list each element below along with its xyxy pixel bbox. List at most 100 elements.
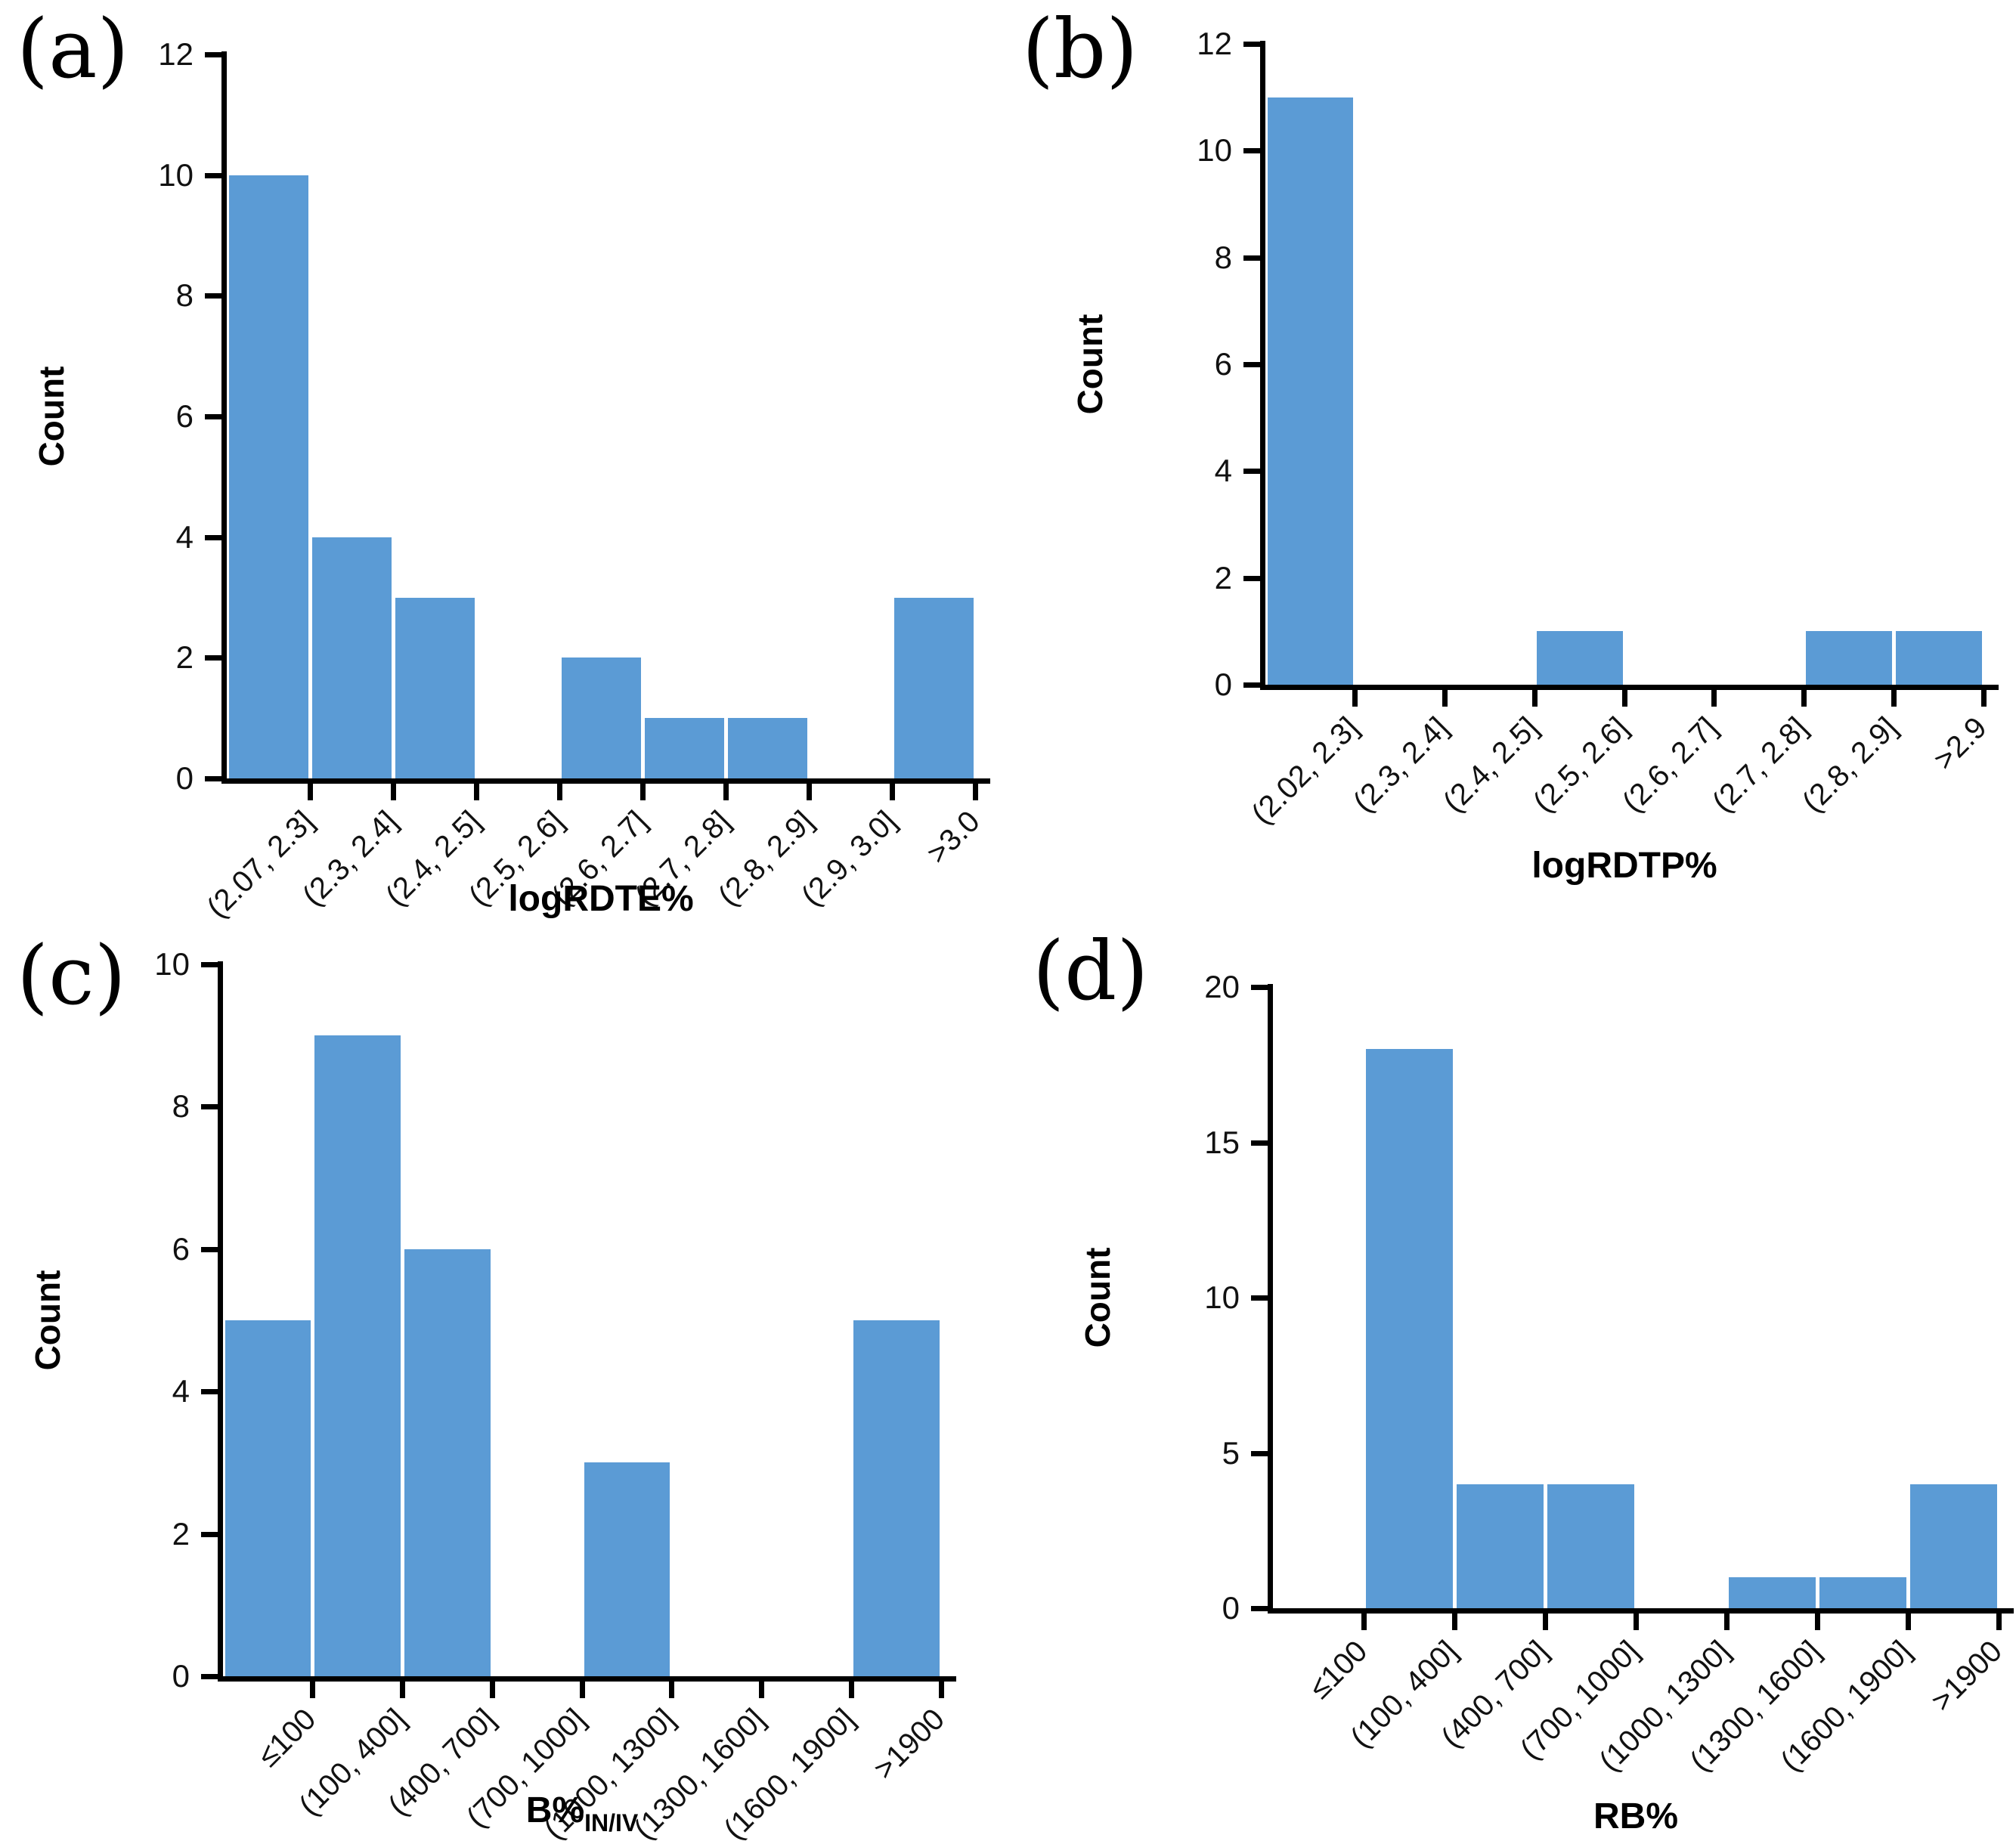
y-tick-label: 0 [1222, 1590, 1240, 1626]
y-tick-label: 2 [1214, 559, 1232, 596]
y-tick-label: 4 [172, 1373, 190, 1409]
x-tick-mark [1891, 690, 1897, 707]
bar-b-8 [1895, 631, 1982, 685]
x-tick-mark [1723, 1614, 1730, 1630]
panel-label-a: (a) [17, 2, 129, 97]
bar-a-6 [644, 718, 724, 778]
bar-d-6 [1728, 1576, 1816, 1608]
bar-d-3 [1456, 1484, 1544, 1608]
panel-a: (a) Count 0 2 4 6 8 10 12 (2.07, 2.3] (2.3, 2.4] (2… [0, 0, 1008, 924]
x-tick-mark [1352, 690, 1358, 707]
bar-d-8 [1909, 1484, 1997, 1608]
bar-b-1 [1267, 97, 1354, 685]
x-tick-mark [759, 1682, 764, 1698]
y-axis-line [1260, 41, 1265, 690]
bar-a-7 [727, 718, 807, 778]
y-tick-mark [1251, 985, 1268, 990]
x-tick-mark [1451, 1614, 1457, 1630]
y-tick-label: 8 [172, 1088, 190, 1125]
x-tick-mark [1633, 1614, 1639, 1630]
x-tick-mark [400, 1682, 405, 1698]
y-tick-label: 2 [172, 1515, 190, 1552]
bar-a-3 [395, 597, 475, 778]
x-tick-label: >1900 [1925, 1634, 2008, 1719]
x-tick-mark [390, 784, 396, 800]
x-tick-label: ≤100 [1302, 1634, 1373, 1706]
x-tick-label: >3.0 [920, 804, 986, 871]
y-tick-label: 4 [1214, 453, 1232, 489]
x-tick-mark [938, 1682, 944, 1698]
x-axis-title-subscript: IN/IV [584, 1809, 639, 1836]
x-axis-line [218, 1676, 956, 1682]
y-axis-title: Count [32, 366, 71, 467]
x-tick-label: >1900 [867, 1702, 952, 1787]
panel-c: (c) Count 0 2 4 6 8 10 ≤100 (100, 400] (400, 700](… [0, 921, 1008, 1841]
x-tick-mark [489, 1682, 495, 1698]
y-tick-label: 6 [1214, 346, 1232, 382]
y-tick-label: 15 [1204, 1124, 1240, 1160]
x-tick-label: (2.5, 2.6] [1526, 710, 1635, 819]
bar-a-5 [561, 658, 641, 778]
x-axis-title-c: B%IN/IV [526, 1790, 638, 1837]
y-tick-label: 5 [1222, 1434, 1240, 1471]
y-tick-mark [1251, 1295, 1268, 1301]
y-tick-label: 10 [1204, 1279, 1240, 1315]
bar-d-2 [1365, 1049, 1453, 1608]
y-tick-label: 10 [154, 946, 190, 982]
x-tick-mark [556, 784, 562, 800]
y-tick-mark [201, 1674, 218, 1679]
x-tick-mark [1996, 1614, 2002, 1630]
y-tick-mark [1251, 1606, 1268, 1611]
x-tick-mark [1711, 690, 1717, 707]
y-tick-mark [1243, 148, 1260, 154]
panel-d: (d) Count 0 5 10 15 20 ≤100 (100, 400] (400, 700]… [1008, 921, 2016, 1841]
x-tick-mark [1542, 1614, 1548, 1630]
x-axis-title-text: RB% [1593, 1796, 1679, 1836]
y-tick-mark [201, 1246, 218, 1252]
panel-label-c: (c) [17, 929, 126, 1023]
y-tick-mark [1251, 1140, 1268, 1146]
y-tick-mark [205, 534, 221, 540]
bar-d-4 [1547, 1484, 1634, 1608]
y-axis-title: Count [1078, 1247, 1117, 1348]
y-tick-label: 6 [175, 398, 194, 434]
bar-a-9 [893, 597, 974, 778]
y-axis-line [221, 51, 227, 784]
y-tick-label: 6 [172, 1230, 190, 1267]
x-tick-mark [639, 784, 646, 800]
x-axis-line [1268, 1608, 2014, 1614]
y-tick-label: 10 [1197, 132, 1232, 169]
x-tick-label: (2.3, 2.4] [1346, 710, 1455, 819]
panel-label-d: (d) [1033, 924, 1149, 1019]
y-tick-label: 8 [175, 277, 194, 314]
y-tick-mark [201, 1389, 218, 1395]
y-tick-mark [1243, 682, 1260, 688]
y-axis-line [218, 961, 223, 1682]
y-tick-mark [1243, 469, 1260, 475]
y-tick-label: 12 [158, 36, 194, 72]
y-tick-label: 8 [1214, 239, 1232, 275]
x-axis-title-text: B% [525, 1790, 585, 1830]
x-tick-mark [889, 784, 895, 800]
x-tick-mark [848, 1682, 854, 1698]
y-tick-mark [205, 414, 221, 419]
x-tick-mark [1980, 690, 1987, 707]
x-axis-line [221, 778, 990, 784]
y-tick-label: 4 [175, 518, 194, 555]
y-tick-mark [205, 655, 221, 661]
y-tick-mark [1243, 42, 1260, 47]
x-axis-title-text: logRDTE% [508, 879, 694, 919]
x-tick-mark [1814, 1614, 1820, 1630]
x-tick-label: ≤100 [251, 1702, 323, 1774]
x-tick-label: >2.9 [1928, 710, 1994, 777]
panel-b: (b) Count 0 2 4 6 8 10 12 (2.02, 2.3] (2.3, 2.4] (2… [1008, 0, 2016, 921]
x-tick-label: (2.02, 2.3] [1245, 710, 1365, 831]
y-tick-mark [1243, 362, 1260, 367]
bar-c-5 [584, 1462, 670, 1676]
x-tick-label: (2.7, 2.8] [1705, 710, 1814, 819]
y-tick-mark [205, 293, 221, 299]
y-tick-mark [201, 962, 218, 967]
y-axis-title: Count [28, 1270, 67, 1371]
y-tick-label: 0 [1214, 667, 1232, 702]
x-tick-mark [579, 1682, 585, 1698]
